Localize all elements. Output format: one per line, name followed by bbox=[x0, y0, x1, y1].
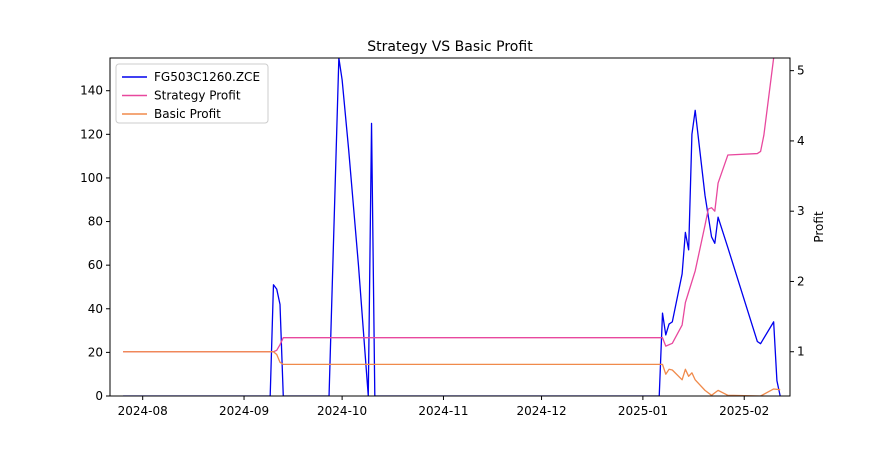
y-left-tick-label: 20 bbox=[88, 345, 103, 359]
y-left-tick-label: 40 bbox=[88, 302, 103, 316]
x-tick-label: 2024-10 bbox=[317, 404, 367, 418]
x-axis: 2024-08 2024-09 2024-10 2024-11 2024-12 2025-… bbox=[118, 396, 769, 418]
x-tick-label: 2024-12 bbox=[516, 404, 566, 418]
y-left-tick-label: 100 bbox=[80, 171, 103, 185]
series-line-1 bbox=[123, 58, 775, 353]
y-axis-left: 0 20 40 60 80 100 120 140 bbox=[80, 84, 110, 403]
x-tick-label: 2024-09 bbox=[219, 404, 269, 418]
plot-frame bbox=[109, 57, 791, 397]
legend-box bbox=[115, 63, 269, 124]
y-right-tick-label: 3 bbox=[797, 204, 805, 218]
y-right-tick-label: 5 bbox=[797, 64, 805, 78]
y-left-tick-label: 0 bbox=[95, 389, 103, 403]
y-right-tick-label: 2 bbox=[797, 274, 805, 288]
x-tick-label: 2024-11 bbox=[418, 404, 468, 418]
y-left-tick-label: 120 bbox=[80, 127, 103, 141]
y-right-tick-label: 4 bbox=[797, 134, 805, 148]
right-axis-label: Profit bbox=[812, 211, 826, 243]
x-tick-label: 2025-01 bbox=[618, 404, 668, 418]
chart-title: Strategy VS Basic Profit bbox=[367, 39, 533, 55]
legend-label: FG503C1260.ZCE bbox=[154, 70, 260, 84]
legend-label: Basic Profit bbox=[154, 107, 221, 121]
y-axis-right: 1 2 3 4 5 bbox=[790, 64, 805, 359]
series-line-2 bbox=[123, 351, 781, 396]
y-left-tick-label: 60 bbox=[88, 258, 103, 272]
y-left-tick-label: 140 bbox=[80, 84, 103, 98]
x-tick-label: 2024-08 bbox=[118, 404, 168, 418]
legend: FG503C1260.ZCE Strategy Profit Basic Profi… bbox=[115, 63, 269, 124]
legend-label: Strategy Profit bbox=[154, 89, 241, 103]
y-left-tick-label: 80 bbox=[88, 215, 103, 229]
series-layer bbox=[123, 58, 781, 396]
series-line-0 bbox=[123, 58, 781, 396]
y-right-tick-label: 1 bbox=[797, 345, 805, 359]
x-tick-label: 2025-02 bbox=[719, 404, 769, 418]
